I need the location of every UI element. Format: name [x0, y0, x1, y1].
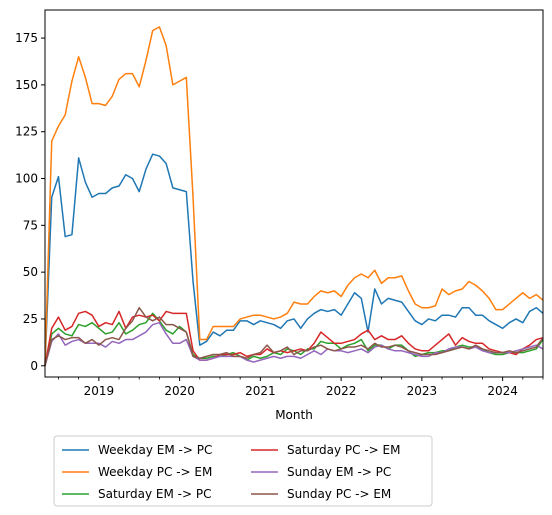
legend: Weekday EM -> PC Weekday PC -> EM Saturday…: [53, 435, 433, 507]
x-tick-label-2: 2021: [245, 384, 276, 398]
x-axis-label: Month: [275, 408, 313, 422]
y-tick-label-6: 150: [15, 78, 38, 92]
y-tick-label-0: 0: [30, 359, 38, 373]
legend-label-5: Sunday PC -> EM: [287, 487, 391, 501]
series-line-5: [44, 306, 544, 366]
y-axis: 0 25 50 75 100 125 150 175: [15, 31, 45, 373]
legend-box: [53, 435, 433, 507]
legend-label-0: Weekday EM -> PC: [98, 443, 212, 457]
y-tick-label-4: 100: [15, 172, 38, 186]
x-tick-label-3: 2022: [326, 384, 357, 398]
legend-label-2: Saturday EM -> PC: [98, 487, 211, 501]
legend-label-1: Weekday PC -> EM: [98, 465, 212, 479]
legend-label-4: Sunday EM -> PC: [287, 465, 391, 479]
series-line-1: [44, 26, 544, 366]
x-tick-label-4: 2023: [407, 384, 438, 398]
x-tick-label-0: 2019: [84, 384, 115, 398]
series-lines: [44, 26, 544, 366]
y-tick-label-2: 50: [23, 265, 38, 279]
y-tick-label-7: 175: [15, 31, 38, 45]
series-line-3: [44, 310, 544, 366]
x-tick-label-1: 2020: [164, 384, 195, 398]
x-axis: 2019 2020 2021 2022 2023 2024: [58, 377, 544, 398]
plot-frame: [44, 9, 544, 378]
y-tick-label-5: 125: [15, 125, 38, 139]
series-line-4: [44, 321, 544, 366]
legend-label-3: Saturday PC -> EM: [287, 443, 400, 457]
series-line-0: [44, 153, 544, 366]
x-tick-label-5: 2024: [487, 384, 518, 398]
y-tick-label-1: 25: [23, 312, 38, 326]
y-tick-label-3: 75: [23, 218, 38, 232]
